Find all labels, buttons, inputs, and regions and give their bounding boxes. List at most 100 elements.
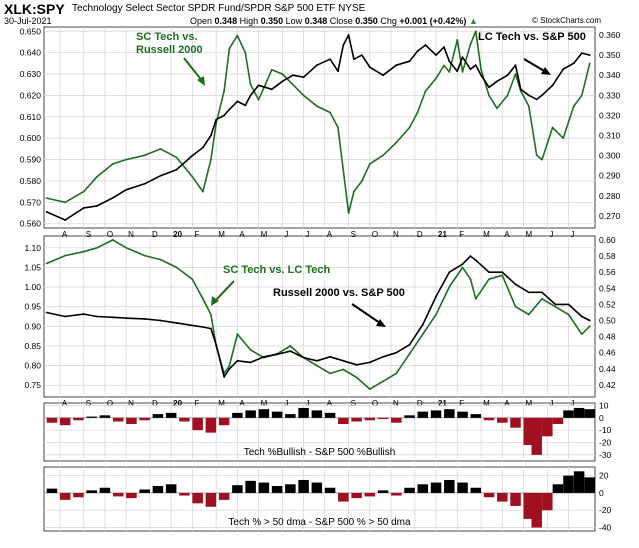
right-axis-tick-label: 0.340 <box>599 70 621 80</box>
x-tick-label: M <box>525 230 532 239</box>
right-axis-tick-label: 0.360 <box>599 30 621 40</box>
data-point <box>501 271 504 274</box>
data-point <box>302 94 305 97</box>
panel-4-frame <box>43 466 596 532</box>
x-tick-label: D <box>152 230 158 239</box>
data-point <box>480 68 482 71</box>
data-point <box>236 100 239 103</box>
histogram-bar <box>218 417 230 426</box>
data-point <box>236 34 239 37</box>
data-point <box>64 254 67 257</box>
data-point <box>382 74 384 77</box>
right-axis-tick-label: 0.60 <box>599 235 616 245</box>
data-point <box>488 94 490 97</box>
right-axis-tick-label: 0.52 <box>599 299 616 309</box>
annotation-arrow-head-icon <box>376 319 386 327</box>
histogram-bar <box>391 417 402 423</box>
data-point <box>382 355 384 358</box>
data-point <box>424 44 427 46</box>
data-point <box>125 158 128 161</box>
left-axis-tick-label: 0.90 <box>24 321 41 331</box>
right-axis-tick-label: 0.290 <box>599 171 621 181</box>
data-point <box>408 60 411 63</box>
data-point <box>143 182 146 185</box>
data-point <box>535 154 538 157</box>
data-point <box>289 345 292 347</box>
data-point <box>292 83 294 86</box>
data-point <box>514 73 517 75</box>
low-label: Low <box>285 16 303 26</box>
data-point <box>368 361 371 364</box>
right-axis-tick-label: 0.320 <box>599 110 621 120</box>
histogram-bar <box>112 417 124 422</box>
data-point <box>159 174 162 177</box>
right-axis-tick-label: 0.42 <box>599 380 616 390</box>
data-point <box>125 246 128 249</box>
histogram-bar <box>430 410 442 418</box>
data-point <box>175 156 178 159</box>
data-point <box>506 74 509 77</box>
data-point <box>456 38 459 41</box>
histogram-bar <box>73 492 84 498</box>
histogram-bar <box>351 417 362 422</box>
data-point <box>541 297 543 300</box>
data-point <box>541 94 543 97</box>
histogram-bar <box>497 417 508 423</box>
x-tick-label: J <box>284 399 288 408</box>
histogram-bar <box>218 492 230 500</box>
annotation-arrow-head-icon <box>197 76 205 86</box>
data-point <box>96 204 98 207</box>
data-point <box>588 325 591 328</box>
data-point <box>448 271 451 274</box>
x-tick-label: D <box>417 230 423 239</box>
x-tick-label: J <box>549 230 553 239</box>
annotation-arrow-shaft <box>523 58 547 73</box>
data-point <box>488 271 490 274</box>
data-point <box>215 118 218 121</box>
data-point <box>519 88 522 91</box>
histogram-bar <box>444 479 455 493</box>
histogram-bar <box>364 492 376 497</box>
data-point <box>191 175 194 178</box>
data-point <box>469 43 472 46</box>
histogram-bar <box>152 486 164 493</box>
data-point <box>342 368 345 371</box>
left-axis-tick-label: 0.650 <box>20 26 42 36</box>
data-point <box>236 359 239 362</box>
histogram-bar <box>324 412 336 418</box>
right-axis-tick-label: 0.310 <box>599 131 621 141</box>
data-point <box>159 319 162 322</box>
data-point <box>257 84 260 87</box>
data-point <box>496 80 498 83</box>
data-point <box>64 315 67 318</box>
open-label: Open <box>190 16 213 26</box>
right-axis-tick-label: 0 <box>599 413 604 423</box>
data-point <box>82 207 85 209</box>
data-point <box>488 86 490 89</box>
data-point <box>567 313 570 316</box>
histogram-bar <box>245 480 256 493</box>
data-point <box>302 356 305 359</box>
data-point <box>435 77 437 80</box>
panel-1-frame <box>43 26 596 229</box>
data-point <box>474 259 477 262</box>
x-tick-label: A <box>504 399 510 408</box>
annotation-arrow-shaft <box>214 280 235 302</box>
histogram-bar <box>232 485 243 493</box>
histogram-bar <box>126 417 137 424</box>
histogram-bar <box>192 492 203 504</box>
data-point <box>469 255 472 258</box>
data-point <box>175 266 178 269</box>
data-point <box>541 291 543 294</box>
data-point <box>159 258 162 261</box>
chg-value: +0.001 (+0.42%) <box>399 16 467 26</box>
histogram-bar <box>73 417 84 421</box>
histogram-bar <box>404 415 415 418</box>
data-point <box>395 351 398 354</box>
exchange-text: NYSE <box>338 3 366 14</box>
annotation-sc-tech-russell-line2: Russell 2000 <box>136 44 203 56</box>
x-tick-label: J <box>571 230 575 239</box>
right-axis-tick-label: 0.270 <box>599 211 621 221</box>
data-point <box>111 162 114 165</box>
histogram-bar <box>483 417 495 421</box>
